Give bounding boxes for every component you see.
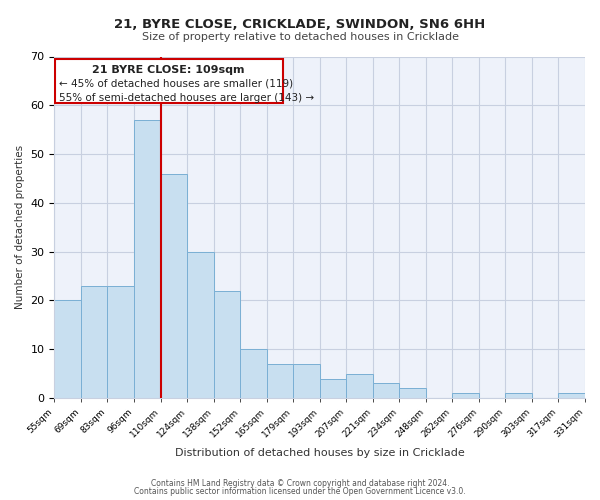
Bar bbox=[214, 290, 240, 398]
X-axis label: Distribution of detached houses by size in Cricklade: Distribution of detached houses by size … bbox=[175, 448, 464, 458]
Bar bbox=[399, 388, 426, 398]
Text: Contains HM Land Registry data © Crown copyright and database right 2024.: Contains HM Land Registry data © Crown c… bbox=[151, 478, 449, 488]
Bar bbox=[505, 393, 532, 398]
Text: Size of property relative to detached houses in Cricklade: Size of property relative to detached ho… bbox=[142, 32, 458, 42]
Bar bbox=[266, 364, 293, 398]
Bar bbox=[452, 393, 479, 398]
Bar bbox=[559, 393, 585, 398]
Bar bbox=[293, 364, 320, 398]
Y-axis label: Number of detached properties: Number of detached properties bbox=[15, 145, 25, 310]
Bar bbox=[187, 252, 214, 398]
Bar bbox=[320, 378, 346, 398]
Bar bbox=[55, 300, 81, 398]
Text: Contains public sector information licensed under the Open Government Licence v3: Contains public sector information licen… bbox=[134, 488, 466, 496]
Text: ← 45% of detached houses are smaller (119): ← 45% of detached houses are smaller (11… bbox=[59, 78, 293, 88]
Bar bbox=[346, 374, 373, 398]
Text: 21 BYRE CLOSE: 109sqm: 21 BYRE CLOSE: 109sqm bbox=[92, 65, 245, 75]
Bar bbox=[240, 350, 266, 398]
Bar bbox=[107, 286, 134, 398]
Bar bbox=[373, 384, 399, 398]
Bar bbox=[161, 174, 187, 398]
Text: 55% of semi-detached houses are larger (143) →: 55% of semi-detached houses are larger (… bbox=[59, 93, 314, 103]
FancyBboxPatch shape bbox=[55, 59, 283, 103]
Text: 21, BYRE CLOSE, CRICKLADE, SWINDON, SN6 6HH: 21, BYRE CLOSE, CRICKLADE, SWINDON, SN6 … bbox=[115, 18, 485, 30]
Bar bbox=[134, 120, 161, 398]
Bar bbox=[81, 286, 107, 398]
